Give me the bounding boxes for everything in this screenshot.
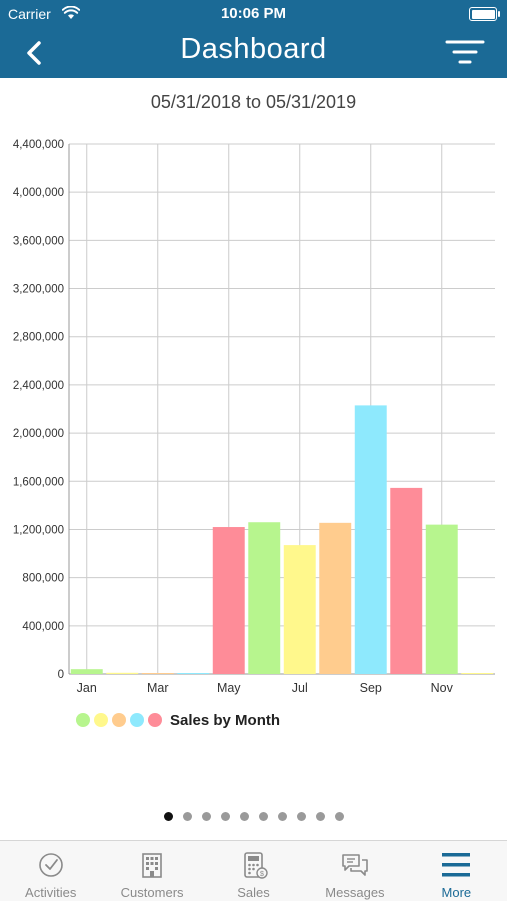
x-tick-label: Sep (360, 681, 382, 695)
y-tick-label: 800,000 (22, 573, 64, 585)
navigation-bar: Dashboard (0, 28, 507, 78)
y-tick-label: 0 (58, 669, 64, 681)
battery-icon (469, 7, 500, 21)
x-tick-label: Jan (77, 681, 97, 695)
y-tick-label: 400,000 (22, 621, 64, 633)
y-tick-label: 1,200,000 (13, 524, 64, 536)
bar-nov (425, 524, 458, 674)
svg-text:$: $ (260, 871, 264, 878)
bar-mar (141, 673, 174, 674)
date-range-label: 05/31/2018 to 05/31/2019 (150, 92, 357, 112)
y-tick-label: 1,600,000 (13, 476, 64, 488)
activities-check-icon (38, 853, 63, 877)
tab-label: More (441, 885, 472, 900)
page-dot[interactable] (315, 812, 325, 821)
tab-label: Activities (25, 885, 77, 900)
legend-swatch (94, 713, 108, 727)
carrier-label: Carrier (8, 6, 51, 22)
legend-label: Sales by Month (170, 711, 281, 729)
x-tick-label: Jul (292, 681, 308, 695)
tab-activities[interactable]: Activities (0, 841, 101, 901)
messages-chat-icon (342, 854, 368, 876)
page-dot[interactable] (163, 812, 173, 821)
x-tick-label: May (217, 681, 241, 695)
x-tick-label: Nov (431, 681, 454, 695)
page-dot[interactable] (296, 812, 306, 821)
bar-dec (461, 673, 494, 674)
page-dot[interactable] (201, 812, 211, 821)
legend-swatch (130, 713, 144, 727)
page-indicator[interactable] (0, 812, 507, 821)
tab-bar: Activities Customers $ Sales Messages More (0, 840, 507, 901)
status-bar: Carrier 10:06 PM (0, 0, 507, 28)
x-tick-label: Mar (147, 681, 169, 695)
tab-label: Sales (237, 885, 270, 900)
bar-sep (354, 405, 387, 674)
y-tick-label: 2,400,000 (13, 380, 64, 392)
legend-swatch (112, 713, 126, 727)
tab-messages[interactable]: Messages (304, 841, 405, 901)
tab-more[interactable]: More (406, 841, 507, 901)
tab-label: Messages (325, 885, 385, 900)
page-dot[interactable] (239, 812, 249, 821)
y-tick-label: 2,000,000 (13, 428, 64, 440)
tab-sales[interactable]: $ Sales (203, 841, 304, 901)
wifi-icon (62, 6, 80, 19)
y-tick-label: 3,200,000 (13, 284, 64, 296)
page-dot[interactable] (220, 812, 230, 821)
y-tick-label: 4,000,000 (13, 187, 64, 199)
customers-building-icon (142, 853, 162, 878)
more-menu-icon (442, 853, 471, 877)
sales-calculator-icon: $ (243, 852, 268, 879)
bar-jul (283, 545, 316, 674)
y-tick-label: 4,400,000 (13, 139, 64, 151)
sales-by-month-chart: 0 400,000 800,000 1,200,000 1,600,000 2,000,0… (13, 139, 495, 695)
bar-aug (319, 522, 352, 674)
back-chevron-icon[interactable] (18, 36, 52, 70)
y-tick-label: 2,800,000 (13, 332, 64, 344)
page-dot[interactable] (334, 812, 344, 821)
legend-swatch (148, 713, 162, 727)
bar-may (212, 527, 245, 674)
tab-label: Customers (120, 885, 184, 900)
y-tick-label: 3,600,000 (13, 235, 64, 247)
page-dot[interactable] (258, 812, 268, 821)
bar-oct (390, 487, 423, 674)
clock: 10:06 PM (220, 5, 287, 22)
bar-feb (106, 672, 139, 674)
bar-jan (70, 669, 103, 674)
filter-icon[interactable] (445, 39, 485, 67)
bar-jun (248, 522, 281, 674)
bar-apr (177, 673, 210, 674)
tab-customers[interactable]: Customers (101, 841, 202, 901)
page-dot[interactable] (182, 812, 192, 821)
chart-legend: Sales by Month (76, 710, 280, 730)
legend-swatch (76, 713, 90, 727)
page-dot[interactable] (277, 812, 287, 821)
page-title: Dashboard (180, 33, 327, 65)
